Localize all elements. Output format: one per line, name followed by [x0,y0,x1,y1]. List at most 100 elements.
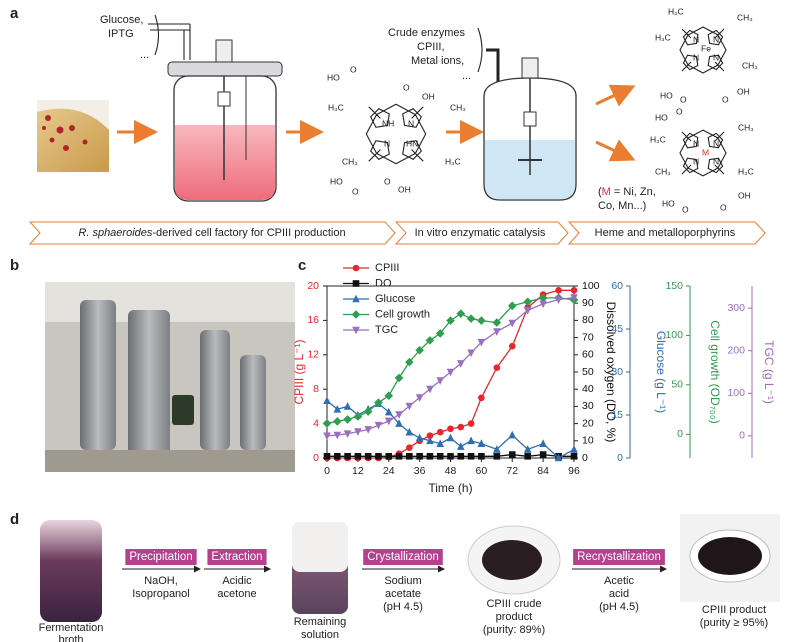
marker [447,452,454,460]
legend-marker [352,280,360,287]
x-tick-label: 84 [537,465,549,477]
crude-powder [482,540,542,580]
atom: HO [662,198,675,208]
y-tick-label: 60 [582,349,594,361]
series-line [326,296,575,437]
marker [539,451,547,458]
solution-top [292,522,348,572]
marker [508,451,516,458]
marker [570,294,578,302]
marker [405,427,414,436]
series-line [326,297,575,425]
marker [364,452,372,460]
cpiii-structure [365,103,427,165]
y-tick-label: 40 [582,383,594,395]
metallo-atoms: HO O CH₃ H₃C N N M N N CH₃ H₃C HO O O OH [650,106,754,214]
y-tick-label: 60 [611,280,623,292]
marker [344,452,351,460]
y-tick-label: 70 [582,331,594,343]
legend-marker [352,294,360,303]
tank [240,355,266,450]
y-tick-label: 0 [313,452,319,464]
y-tick-label: 0 [677,428,683,440]
reagent: Sodium [384,575,421,587]
marker [477,338,486,347]
atom: CH₃ [655,166,671,176]
atom: H₃C [650,134,666,144]
marker [405,402,414,411]
legend-label: TGC [375,324,398,336]
marker [538,293,548,303]
marker [523,445,532,453]
marker [467,349,475,358]
reagent: NaOH, [144,575,178,587]
marker [353,412,363,421]
atom: H₃C [328,102,344,112]
marker [323,452,331,460]
marker [554,296,563,304]
y-tick-label: 20 [307,280,319,292]
step-box [573,549,665,565]
atom: OH [422,91,435,101]
legend-marker [351,310,361,319]
marker [555,287,562,294]
marker [523,297,532,307]
step-box [207,549,267,565]
marker [426,436,434,445]
marker [466,314,476,323]
marker [456,309,466,318]
marker [477,439,486,447]
atom: N [693,138,699,148]
marker [343,415,352,424]
marker [406,452,413,460]
atom: N [693,34,699,44]
marker [467,452,475,460]
legend-label: DO [375,277,392,289]
y-tick-label: 50 [671,379,683,391]
y-tick-label: 30 [611,366,623,378]
marker [493,364,501,372]
y-tick-label: 8 [313,383,319,395]
x-tick-label: 72 [506,465,518,477]
agar [37,108,109,172]
atom: CH₃ [342,156,358,166]
caption: Fermentation [39,622,104,634]
marker [456,360,465,368]
marker [332,417,342,426]
bond [365,103,427,165]
atom: HO [330,176,343,186]
marker [467,436,475,445]
axis-title: CPIII (g L⁻¹) [292,339,306,404]
marker [384,407,393,416]
marker [363,407,373,416]
culture [175,125,275,200]
marker [457,423,465,431]
step-label: Crystallization [367,551,439,563]
marker [539,300,547,309]
marker [375,452,382,460]
metalloporphyrin-structure [679,129,727,177]
atom: O [403,82,410,92]
marker [477,316,486,325]
step-label: Extraction [211,551,262,563]
atom: O [676,106,683,116]
input-text: Crude enzymes [388,27,466,39]
panel-label: c [298,257,306,274]
y-tick-label: 90 [582,297,594,309]
colonies [42,115,88,151]
y-tick-label: 10 [582,435,594,447]
panel-label: b [10,257,19,274]
caption: Remaining [294,616,347,628]
photo-broth [40,520,102,622]
y-tick-label: 16 [307,314,319,326]
atom: O [682,204,689,214]
atom: N [693,52,699,62]
atom: CH₃ [737,12,753,22]
atom: HN [406,138,418,148]
brace [477,27,483,73]
y-tick-label: 20 [582,417,594,429]
atom: HO [660,90,673,100]
reagent: Acidic [222,575,252,587]
atom: CH₃ [450,102,466,112]
